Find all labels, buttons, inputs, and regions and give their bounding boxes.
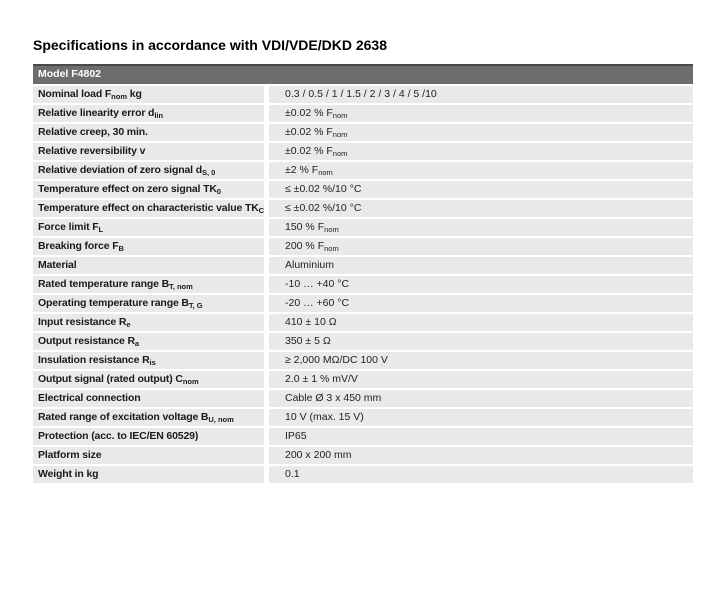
spec-label: Relative reversibility v	[33, 142, 264, 160]
table-row: Insulation resistance Ris ≥ 2,000 MΩ/DC 1…	[33, 351, 693, 369]
column-divider	[264, 237, 269, 255]
spec-value: 10 V (max. 15 V)	[269, 408, 693, 426]
table-row: Force limit FL 150 % Fnom	[33, 218, 693, 236]
spec-value: 0.3 / 0.5 / 1 / 1.5 / 2 / 3 / 4 / 5 /10	[269, 85, 693, 103]
spec-label: Electrical connection	[33, 389, 264, 407]
spec-label: Rated range of excitation voltage BU, no…	[33, 408, 264, 426]
spec-label: Insulation resistance Ris	[33, 351, 264, 369]
table-row: Output signal (rated output) Cnom 2.0 ± 1…	[33, 370, 693, 388]
column-divider	[264, 389, 269, 407]
spec-value: 410 ± 10 Ω	[269, 313, 693, 331]
table-row: Electrical connection Cable Ø 3 x 450 mm	[33, 389, 693, 407]
spec-value: ≥ 2,000 MΩ/DC 100 V	[269, 351, 693, 369]
spec-label: Platform size	[33, 446, 264, 464]
spec-value: -10 … +40 °C	[269, 275, 693, 293]
spec-label: Relative linearity error dlin	[33, 104, 264, 122]
table-row: Relative linearity error dlin ±0.02 % Fno…	[33, 104, 693, 122]
column-divider	[264, 161, 269, 179]
spec-value: 0.1	[269, 465, 693, 483]
spec-label: Relative creep, 30 min.	[33, 123, 264, 141]
column-divider	[264, 256, 269, 274]
spec-value: 350 ± 5 Ω	[269, 332, 693, 350]
spec-label: Output resistance Ra	[33, 332, 264, 350]
column-divider	[264, 332, 269, 350]
column-divider	[264, 218, 269, 236]
spec-label: Nominal load Fnom kg	[33, 85, 264, 103]
spec-value: ±0.02 % Fnom	[269, 104, 693, 122]
spec-label: Weight in kg	[33, 465, 264, 483]
table-row: Rated range of excitation voltage BU, no…	[33, 408, 693, 426]
table-header-model: Model F4802	[33, 64, 693, 84]
column-divider	[264, 180, 269, 198]
column-divider	[264, 446, 269, 464]
column-divider	[264, 313, 269, 331]
table-row: Temperature effect on zero signal TK0 ≤ ±…	[33, 180, 693, 198]
spec-value: ±0.02 % Fnom	[269, 142, 693, 160]
table-row: Output resistance Ra 350 ± 5 Ω	[33, 332, 693, 350]
spec-table: Model F4802 Nominal load Fnom kg 0.3 / 0.…	[33, 64, 693, 485]
spec-value: ±0.02 % Fnom	[269, 123, 693, 141]
spec-value: IP65	[269, 427, 693, 445]
column-divider	[264, 427, 269, 445]
spec-label: Breaking force FB	[33, 237, 264, 255]
spec-value: ±2 % Fnom	[269, 161, 693, 179]
spec-label: Rated temperature range BT, nom	[33, 275, 264, 293]
table-row: Relative deviation of zero signal dS, 0 ±…	[33, 161, 693, 179]
table-row: Operating temperature range BT, G -20 … +…	[33, 294, 693, 312]
column-divider	[264, 351, 269, 369]
table-row: Platform size 200 x 200 mm	[33, 446, 693, 464]
column-divider	[264, 199, 269, 217]
column-divider	[264, 408, 269, 426]
table-row: Temperature effect on characteristic val…	[33, 199, 693, 217]
spec-label: Material	[33, 256, 264, 274]
column-divider	[264, 104, 269, 122]
table-row: Material Aluminium	[33, 256, 693, 274]
table-row: Rated temperature range BT, nom -10 … +40…	[33, 275, 693, 293]
column-divider	[264, 142, 269, 160]
spec-label: Temperature effect on zero signal TK0	[33, 180, 264, 198]
column-divider	[264, 123, 269, 141]
column-divider	[264, 370, 269, 388]
spec-label: Output signal (rated output) Cnom	[33, 370, 264, 388]
column-divider	[264, 294, 269, 312]
spec-label: Protection (acc. to IEC/EN 60529)	[33, 427, 264, 445]
spec-value: ≤ ±0.02 %/10 °C	[269, 199, 693, 217]
table-row: Breaking force FB 200 % Fnom	[33, 237, 693, 255]
table-row: Relative creep, 30 min. ±0.02 % Fnom	[33, 123, 693, 141]
spec-value: Aluminium	[269, 256, 693, 274]
table-row: Nominal load Fnom kg 0.3 / 0.5 / 1 / 1.5 …	[33, 85, 693, 103]
column-divider	[264, 275, 269, 293]
spec-value: 150 % Fnom	[269, 218, 693, 236]
spec-value: 200 x 200 mm	[269, 446, 693, 464]
spec-label: Relative deviation of zero signal dS, 0	[33, 161, 264, 179]
column-divider	[264, 85, 269, 103]
spec-table-body: Nominal load Fnom kg 0.3 / 0.5 / 1 / 1.5 …	[33, 85, 693, 483]
page-title: Specifications in accordance with VDI/VD…	[33, 37, 387, 53]
table-row: Relative reversibility v ±0.02 % Fnom	[33, 142, 693, 160]
column-divider	[264, 465, 269, 483]
spec-label: Operating temperature range BT, G	[33, 294, 264, 312]
table-row: Protection (acc. to IEC/EN 60529) IP65	[33, 427, 693, 445]
spec-label: Force limit FL	[33, 218, 264, 236]
spec-value: 2.0 ± 1 % mV/V	[269, 370, 693, 388]
spec-value: 200 % Fnom	[269, 237, 693, 255]
table-row: Input resistance Re 410 ± 10 Ω	[33, 313, 693, 331]
table-row: Weight in kg 0.1	[33, 465, 693, 483]
spec-value: ≤ ±0.02 %/10 °C	[269, 180, 693, 198]
spec-label: Temperature effect on characteristic val…	[33, 199, 264, 217]
spec-label: Input resistance Re	[33, 313, 264, 331]
spec-value: -20 … +60 °C	[269, 294, 693, 312]
spec-value: Cable Ø 3 x 450 mm	[269, 389, 693, 407]
